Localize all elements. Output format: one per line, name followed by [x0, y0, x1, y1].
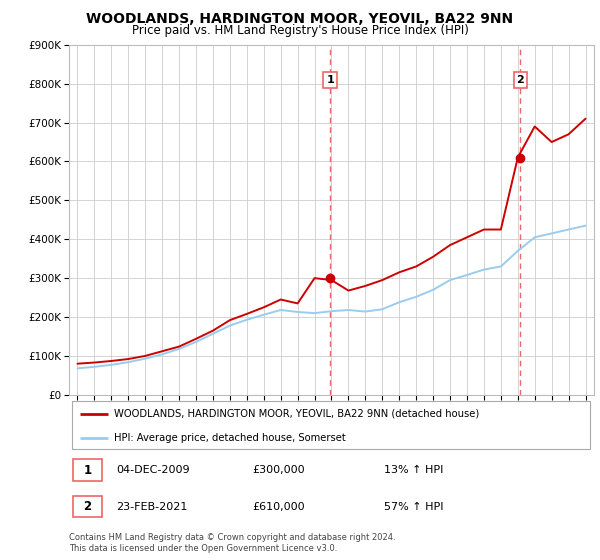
- Text: 2: 2: [83, 500, 92, 513]
- Text: 13% ↑ HPI: 13% ↑ HPI: [384, 465, 443, 475]
- Text: 1: 1: [83, 464, 92, 477]
- Text: £300,000: £300,000: [253, 465, 305, 475]
- FancyBboxPatch shape: [73, 459, 102, 481]
- Text: £610,000: £610,000: [253, 502, 305, 511]
- Text: WOODLANDS, HARDINGTON MOOR, YEOVIL, BA22 9NN (detached house): WOODLANDS, HARDINGTON MOOR, YEOVIL, BA22…: [113, 409, 479, 419]
- Text: 23-FEB-2021: 23-FEB-2021: [116, 502, 188, 511]
- Text: 57% ↑ HPI: 57% ↑ HPI: [384, 502, 443, 511]
- Text: Price paid vs. HM Land Registry's House Price Index (HPI): Price paid vs. HM Land Registry's House …: [131, 24, 469, 36]
- Text: HPI: Average price, detached house, Somerset: HPI: Average price, detached house, Some…: [113, 433, 346, 443]
- Text: 1: 1: [326, 75, 334, 85]
- FancyBboxPatch shape: [73, 496, 102, 517]
- FancyBboxPatch shape: [71, 402, 590, 449]
- Text: Contains HM Land Registry data © Crown copyright and database right 2024.
This d: Contains HM Land Registry data © Crown c…: [69, 533, 395, 553]
- Text: 2: 2: [517, 75, 524, 85]
- Text: WOODLANDS, HARDINGTON MOOR, YEOVIL, BA22 9NN: WOODLANDS, HARDINGTON MOOR, YEOVIL, BA22…: [86, 12, 514, 26]
- Text: 04-DEC-2009: 04-DEC-2009: [116, 465, 190, 475]
